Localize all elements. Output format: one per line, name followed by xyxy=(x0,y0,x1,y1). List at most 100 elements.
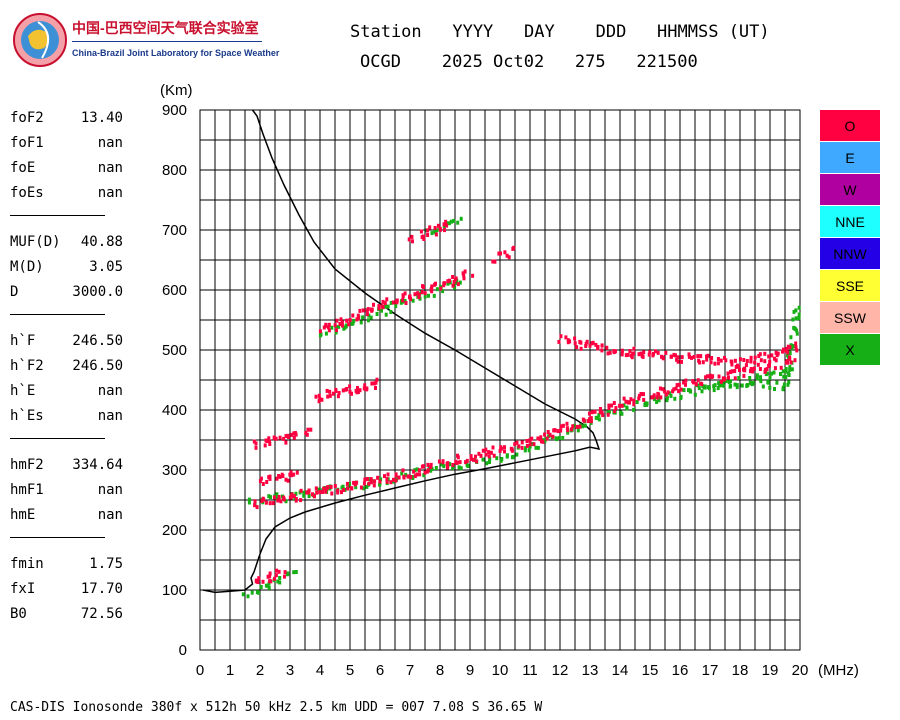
x-mode-echo xyxy=(435,287,439,292)
x-mode-echo xyxy=(775,380,779,385)
o-mode-echo xyxy=(336,490,340,495)
x-mode-echo xyxy=(712,388,716,393)
o-mode-echo xyxy=(268,439,271,444)
o-mode-echo xyxy=(361,308,365,313)
o-mode-echo xyxy=(738,368,741,372)
o-mode-echo xyxy=(568,339,572,344)
x-mode-echo xyxy=(543,439,547,444)
o-mode-echo xyxy=(679,387,683,392)
o-mode-echo xyxy=(785,359,789,364)
x-tick-label: 1 xyxy=(226,662,234,679)
legend-item: NNE xyxy=(820,206,880,237)
o-mode-echo xyxy=(425,469,429,474)
x-mode-echo xyxy=(351,321,355,326)
x-mode-echo xyxy=(557,435,561,440)
o-mode-echo xyxy=(589,416,593,421)
o-mode-echo xyxy=(624,399,628,404)
x-mode-echo xyxy=(554,436,558,441)
profile-curve-layer xyxy=(202,109,601,594)
o-mode-echo xyxy=(763,359,767,364)
o-mode-echo xyxy=(469,454,473,459)
o-mode-echo xyxy=(430,284,434,289)
o-mode-echo xyxy=(639,351,643,356)
o-mode-echo xyxy=(378,479,382,484)
o-mode-echo xyxy=(426,228,430,233)
x-mode-echo xyxy=(433,228,437,233)
o-mode-echo xyxy=(426,462,430,467)
o-mode-echo xyxy=(356,386,359,390)
o-mode-echo xyxy=(439,286,443,291)
x-mode-echo xyxy=(495,456,499,461)
o-mode-echo xyxy=(588,343,592,348)
o-mode-echo xyxy=(283,574,286,579)
o-mode-echo xyxy=(350,486,354,491)
o-mode-echo xyxy=(263,443,267,448)
o-mode-echo xyxy=(677,389,681,394)
x-mode-echo xyxy=(515,452,519,457)
o-mode-echo xyxy=(733,369,737,373)
o-mode-echo xyxy=(314,394,318,399)
o-mode-echo xyxy=(372,302,375,307)
param-separator xyxy=(10,537,105,538)
o-mode-echo xyxy=(498,448,502,453)
x-mode-echo xyxy=(657,398,661,403)
o-mode-echo xyxy=(254,578,258,583)
o-mode-echo xyxy=(515,440,519,445)
x-mode-echo xyxy=(733,382,737,387)
o-mode-echo xyxy=(254,445,258,450)
o-mode-echo xyxy=(776,351,780,356)
x-mode-echo xyxy=(286,572,289,577)
o-mode-echo xyxy=(369,477,373,482)
x-mode-echo xyxy=(735,383,739,388)
x-mode-echo xyxy=(759,375,762,380)
x-tick-label: 15 xyxy=(642,662,659,679)
o-mode-echo xyxy=(696,378,700,383)
o-mode-echo xyxy=(254,441,258,446)
o-mode-echo xyxy=(744,363,748,368)
param-row: h`F2 246.50 xyxy=(10,358,145,376)
o-mode-echo xyxy=(564,335,568,340)
x-mode-echo xyxy=(784,367,788,371)
o-mode-echo xyxy=(401,468,405,473)
o-mode-echo xyxy=(489,450,493,455)
o-mode-echo xyxy=(268,574,272,579)
o-mode-echo xyxy=(477,451,481,456)
o-mode-echo xyxy=(788,355,792,360)
o-mode-echo xyxy=(340,320,344,325)
o-mode-echo xyxy=(513,442,517,447)
x-mode-echo xyxy=(488,460,491,464)
o-mode-echo xyxy=(330,491,334,496)
param-row: foF1 nan xyxy=(10,135,145,153)
o-mode-echo xyxy=(487,454,491,459)
o-mode-echo xyxy=(305,432,309,437)
x-mode-echo xyxy=(720,383,723,388)
param-value: 3.05 xyxy=(89,259,123,275)
x-mode-echo xyxy=(241,592,245,597)
o-mode-echo xyxy=(355,480,359,485)
o-mode-echo xyxy=(290,492,294,497)
o-mode-echo xyxy=(540,439,543,444)
o-mode-echo xyxy=(606,412,610,417)
o-mode-echo xyxy=(340,323,344,328)
o-mode-echo xyxy=(261,482,265,486)
o-mode-echo xyxy=(733,376,737,381)
x-mode-echo xyxy=(446,281,450,286)
param-value: nan xyxy=(97,482,123,498)
o-mode-echo xyxy=(647,352,651,357)
o-mode-echo xyxy=(456,453,459,458)
x-mode-echo xyxy=(269,495,272,500)
x-mode-echo xyxy=(276,579,280,584)
o-mode-echo xyxy=(325,388,329,393)
o-mode-echo xyxy=(265,480,269,484)
y-axis-label: (Km) xyxy=(160,82,193,99)
x-mode-echo xyxy=(755,376,759,381)
o-mode-echo xyxy=(268,476,272,481)
x-mode-echo xyxy=(527,448,531,453)
x-mode-echo xyxy=(275,492,279,497)
o-mode-echo xyxy=(503,449,506,454)
o-mode-echo xyxy=(471,273,475,278)
x-mode-echo xyxy=(561,436,565,440)
param-name: h`F xyxy=(10,333,36,349)
x-mode-echo xyxy=(384,312,388,317)
x-mode-echo xyxy=(449,219,453,224)
